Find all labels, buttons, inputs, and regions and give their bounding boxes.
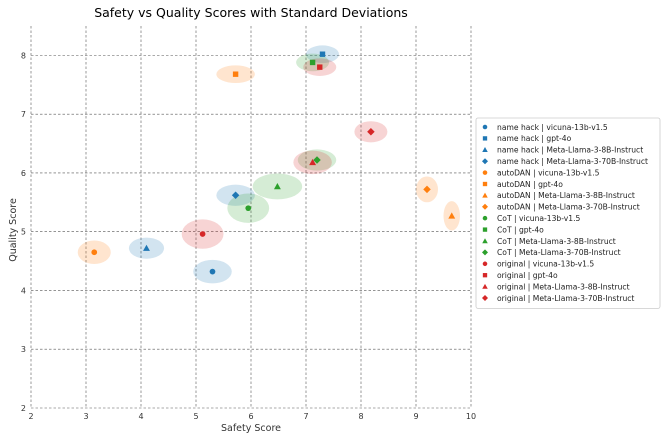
y-tick-label: 8 xyxy=(21,51,26,60)
y-tick-label: 4 xyxy=(21,286,26,295)
point-autodan-gpt-4o xyxy=(232,71,239,77)
legend-marker-cot-vicuna-13b-v1-5 xyxy=(482,215,488,221)
y-tick-label: 5 xyxy=(21,228,26,237)
point-original-meta-llama-3-8b-instruct xyxy=(309,158,317,166)
legend-label: name hack | vicuna-13b-v1.5 xyxy=(497,123,608,132)
legend-marker-cot-meta-llama-3-70b-instruct xyxy=(482,249,488,256)
y-tick-label: 6 xyxy=(21,169,26,178)
x-tick-label: 5 xyxy=(193,412,198,421)
legend-label: name hack | Meta-Llama-3-8B-Instruct xyxy=(497,146,643,155)
legend-marker-original-meta-llama-3-70b-instruct xyxy=(482,295,488,301)
legend-marker-cot-gpt-4o xyxy=(482,227,488,232)
legend-marker-original-gpt-4o xyxy=(482,273,488,278)
point-name-hack-vicuna-13b-v1-5 xyxy=(209,268,216,275)
legend-marker-autodan-gpt-4o xyxy=(482,181,488,187)
legend-marker-autodan-meta-llama-3-8b-instruct xyxy=(482,192,488,198)
point-cot-meta-llama-3-70b-instruct xyxy=(313,156,321,164)
legend-label: CoT | Meta-Llama-3-8B-Instruct xyxy=(497,237,616,246)
legend-label: original | Meta-Llama-3-8B-Instruct xyxy=(497,282,630,291)
point-name-hack-meta-llama-3-70b-instruct xyxy=(231,191,240,200)
x-tick-label: 8 xyxy=(358,412,363,421)
legend-marker-original-vicuna-13b-v1-5 xyxy=(482,261,488,267)
legend-marker-name-hack-meta-llama-3-70b-instruct xyxy=(482,158,488,165)
legend: name hack | vicuna-13b-v1.5 name hack | g… xyxy=(475,117,661,309)
y-axis-ticks: 2 3 4 5 6 7 8 xyxy=(21,51,26,413)
point-cot-vicuna-13b-v1-5 xyxy=(245,205,252,212)
point-name-hack-meta-llama-3-8b-instruct xyxy=(143,244,150,251)
x-axis-ticks: 2 3 4 5 6 7 8 9 10 xyxy=(28,412,476,421)
legend-label: autoDAN | vicuna-13b-v1.5 xyxy=(497,168,600,177)
point-autodan-meta-llama-3-8b-instruct xyxy=(448,212,456,219)
y-tick-label: 3 xyxy=(21,345,26,354)
point-cot-gpt-4o xyxy=(309,59,316,66)
legend-marker-cot-meta-llama-3-8b-instruct xyxy=(482,238,488,244)
point-cot-meta-llama-3-8b-instruct xyxy=(273,182,281,190)
y-axis-label: Quality Score xyxy=(8,198,19,262)
x-axis-label: Safety Score xyxy=(221,423,281,434)
legend-marker-name-hack-gpt-4o xyxy=(482,136,488,141)
x-tick-label: 9 xyxy=(413,412,418,421)
legend-label: CoT | vicuna-13b-v1.5 xyxy=(497,214,581,223)
std-dev-ellipses xyxy=(77,45,460,284)
legend-label: autoDAN | Meta-Llama-3-70B-Instruct xyxy=(497,203,640,212)
point-original-gpt-4o xyxy=(317,64,323,70)
legend-label: original | vicuna-13b-v1.5 xyxy=(497,260,594,269)
y-tick-label: 2 xyxy=(21,404,26,413)
point-name-hack-gpt-4o xyxy=(319,51,326,57)
legend-label: CoT | Meta-Llama-3-70B-Instruct xyxy=(497,248,621,257)
legend-marker-original-meta-llama-3-8b-instruct xyxy=(482,283,488,289)
point-autodan-vicuna-13b-v1-5 xyxy=(91,249,98,256)
legend-label: original | Meta-Llama-3-70B-Instruct xyxy=(497,294,634,303)
legend-label: original | gpt-4o xyxy=(497,271,558,280)
x-tick-label: 2 xyxy=(28,412,33,421)
point-autodan-meta-llama-3-70b-instruct xyxy=(423,185,431,194)
y-tick-label: 7 xyxy=(21,110,26,119)
legend-label: autoDAN | Meta-Llama-3-8B-Instruct xyxy=(497,191,635,200)
chart-title: Safety vs Quality Scores with Standard D… xyxy=(94,5,408,20)
legend-label: name hack | gpt-4o xyxy=(497,134,572,143)
point-original-meta-llama-3-70b-instruct xyxy=(367,128,375,136)
legend-marker-autodan-vicuna-13b-v1-5 xyxy=(482,170,488,175)
x-tick-label: 4 xyxy=(138,412,143,421)
legend-label: name hack | Meta-Llama-3-70B-Instruct xyxy=(497,157,648,166)
x-tick-label: 7 xyxy=(303,412,308,421)
legend-marker-name-hack-vicuna-13b-v1-5 xyxy=(482,124,488,130)
x-tick-label: 10 xyxy=(466,412,476,421)
data-points xyxy=(91,51,456,275)
legend-label: autoDAN | gpt-4o xyxy=(497,180,563,189)
legend-marker-name-hack-meta-llama-3-8b-instruct xyxy=(482,147,488,153)
legend-label: CoT | gpt-4o xyxy=(497,225,544,234)
x-tick-label: 3 xyxy=(83,412,88,421)
x-tick-label: 6 xyxy=(248,412,253,421)
grid-lines xyxy=(30,26,472,409)
legend-box xyxy=(475,117,661,309)
point-original-vicuna-13b-v1-5 xyxy=(199,231,206,237)
legend-marker-autodan-meta-llama-3-70b-instruct xyxy=(482,203,488,210)
